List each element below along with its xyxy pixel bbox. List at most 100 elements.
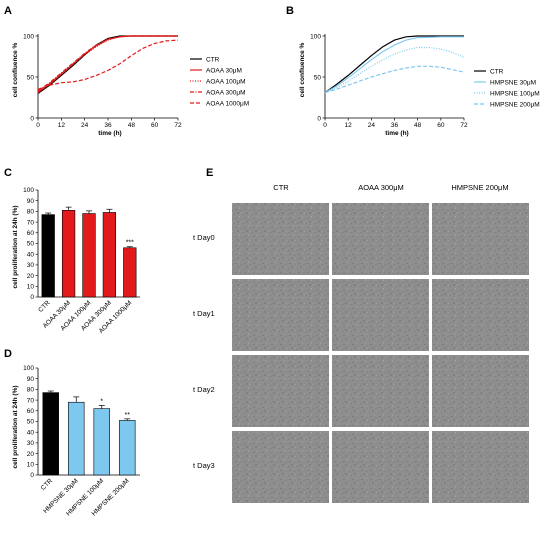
A-legend-label: AOAA 300μM (206, 89, 246, 96)
micrograph-ctr-day3 (232, 431, 329, 503)
C-ytick-label: 80 (27, 209, 35, 216)
A-ytick-label: 50 (27, 74, 35, 81)
D-bar (119, 420, 136, 476)
C-bar (82, 213, 96, 298)
micrograph-aoaa-day1 (332, 279, 429, 351)
B-legend-label: HMPSNE 30μM (490, 79, 536, 86)
A-legend-label: AOAA 30μM (206, 67, 242, 74)
A-xtick-label: 24 (81, 122, 89, 129)
D-ytick-label: 60 (27, 408, 35, 415)
D-significance: ** (125, 412, 131, 419)
bar-chart-d: cell proliferation at 24h (%) 0 10 20 30 40 5… (12, 365, 140, 518)
micrograph-aoaa-day2 (332, 355, 429, 427)
micrograph-hmpsne-day2 (432, 355, 529, 427)
panel-label-c: C (4, 167, 12, 179)
C-bar (61, 210, 76, 298)
B-ytick-label: 100 (310, 33, 321, 40)
A-legend-label: AOAA 100μM (206, 78, 246, 85)
micrograph-hmpsne-day0 (432, 203, 529, 275)
c-ylabel: cell proliferation at 24h (%) (12, 205, 19, 288)
micrograph-ctr-day0 (232, 203, 329, 275)
C-ytick-label: 50 (27, 241, 35, 248)
panel-label-a: A (4, 5, 12, 17)
A-series-line-2 (37, 35, 178, 94)
D-ytick-label: 50 (27, 419, 35, 426)
A-xtick-label: 48 (128, 122, 136, 129)
D-bar (42, 392, 59, 476)
C-bar (123, 247, 137, 298)
B-xtick-label: 12 (345, 122, 353, 129)
D-ytick-label: 90 (27, 376, 35, 383)
C-ytick-label: 70 (27, 219, 35, 226)
D-ytick-label: 40 (27, 429, 35, 436)
B-xtick-label: 0 (323, 122, 327, 129)
row-label-day0: t Day0 (193, 233, 215, 242)
C-ytick-label: 0 (30, 294, 34, 301)
B-xtick-label: 72 (460, 122, 468, 129)
D-ytick-label: 100 (23, 365, 34, 372)
col-header-hmpsne: HMPSNE 200μM (451, 183, 508, 192)
D-ytick-label: 20 (27, 451, 35, 458)
A-series-line-0 (37, 35, 178, 94)
B-xtick-label: 48 (414, 122, 422, 129)
D-ytick-label: 70 (27, 397, 35, 404)
row-label-day3: t Day3 (193, 461, 215, 470)
row-label-day1: t Day1 (193, 309, 215, 318)
A-series-line-4 (37, 39, 179, 90)
D-category-label: CTR (40, 477, 55, 492)
b-xlabel: time (h) (385, 130, 408, 137)
micrograph-ctr-day2 (232, 355, 329, 427)
A-ytick-label: 0 (30, 115, 34, 122)
C-ytick-label: 40 (27, 251, 35, 258)
C-significance: *** (126, 240, 134, 247)
micrograph-aoaa-day0 (332, 203, 429, 275)
A-xtick-label: 60 (151, 122, 159, 129)
A-series-line-3 (37, 35, 178, 92)
B-series-line-1 (324, 36, 464, 94)
C-ytick-label: 60 (27, 230, 35, 237)
bar-chart-c: cell proliferation at 24h (%) 0 10 20 30 40 5… (12, 187, 140, 335)
D-bar (68, 401, 85, 476)
micrograph-ctr-day1 (232, 279, 329, 351)
micrograph-grid: CTR AOAA 300μM HMPSNE 200μM t Day0 t Day… (193, 183, 529, 503)
b-ylabel: cell confluence % (299, 43, 306, 98)
B-xtick-label: 36 (391, 122, 399, 129)
C-bar (41, 214, 55, 298)
line-chart-a: cell confluence % time (h) 0 12 24 36 48 60 72… (12, 33, 249, 137)
C-category-label: CTR (37, 299, 52, 314)
A-legend-label: AOAA 1000μM (206, 100, 249, 107)
C-ytick-label: 10 (27, 284, 35, 291)
C-bar (102, 212, 117, 298)
a-xlabel: time (h) (98, 130, 121, 137)
row-label-day2: t Day2 (193, 385, 215, 394)
B-series-line-0 (324, 35, 464, 94)
line-chart-b: cell confluence % time (h) 0 12 24 36 48 60 72… (299, 33, 540, 137)
B-ytick-label: 0 (317, 115, 321, 122)
D-ytick-label: 80 (27, 387, 35, 394)
B-legend-label: HMPSNE 100μM (490, 90, 540, 97)
D-ytick-label: 10 (27, 462, 35, 469)
A-xtick-label: 12 (58, 122, 66, 129)
D-ytick-label: 0 (30, 472, 34, 479)
panel-label-e: E (206, 167, 213, 179)
C-ytick-label: 30 (27, 262, 35, 269)
micrograph-aoaa-day3 (332, 431, 429, 503)
B-series-line-2 (324, 46, 465, 94)
A-ytick-label: 100 (23, 33, 34, 40)
a-ylabel: cell confluence % (12, 43, 19, 98)
A-series-line-1 (37, 35, 178, 93)
d-ylabel: cell proliferation at 24h (%) (12, 385, 19, 468)
micrograph-hmpsne-day1 (432, 279, 529, 351)
D-bar (93, 408, 110, 476)
B-ytick-label: 50 (314, 74, 322, 81)
D-ytick-label: 30 (27, 440, 35, 447)
B-legend-label: CTR (490, 68, 504, 75)
panel-label-d: D (4, 348, 12, 360)
A-xtick-label: 36 (104, 122, 112, 129)
panel-label-b: B (286, 5, 294, 17)
C-ytick-label: 100 (23, 187, 34, 194)
A-legend-label: CTR (206, 56, 220, 63)
micrograph-hmpsne-day3 (432, 431, 529, 503)
B-series-line-3 (324, 65, 465, 94)
